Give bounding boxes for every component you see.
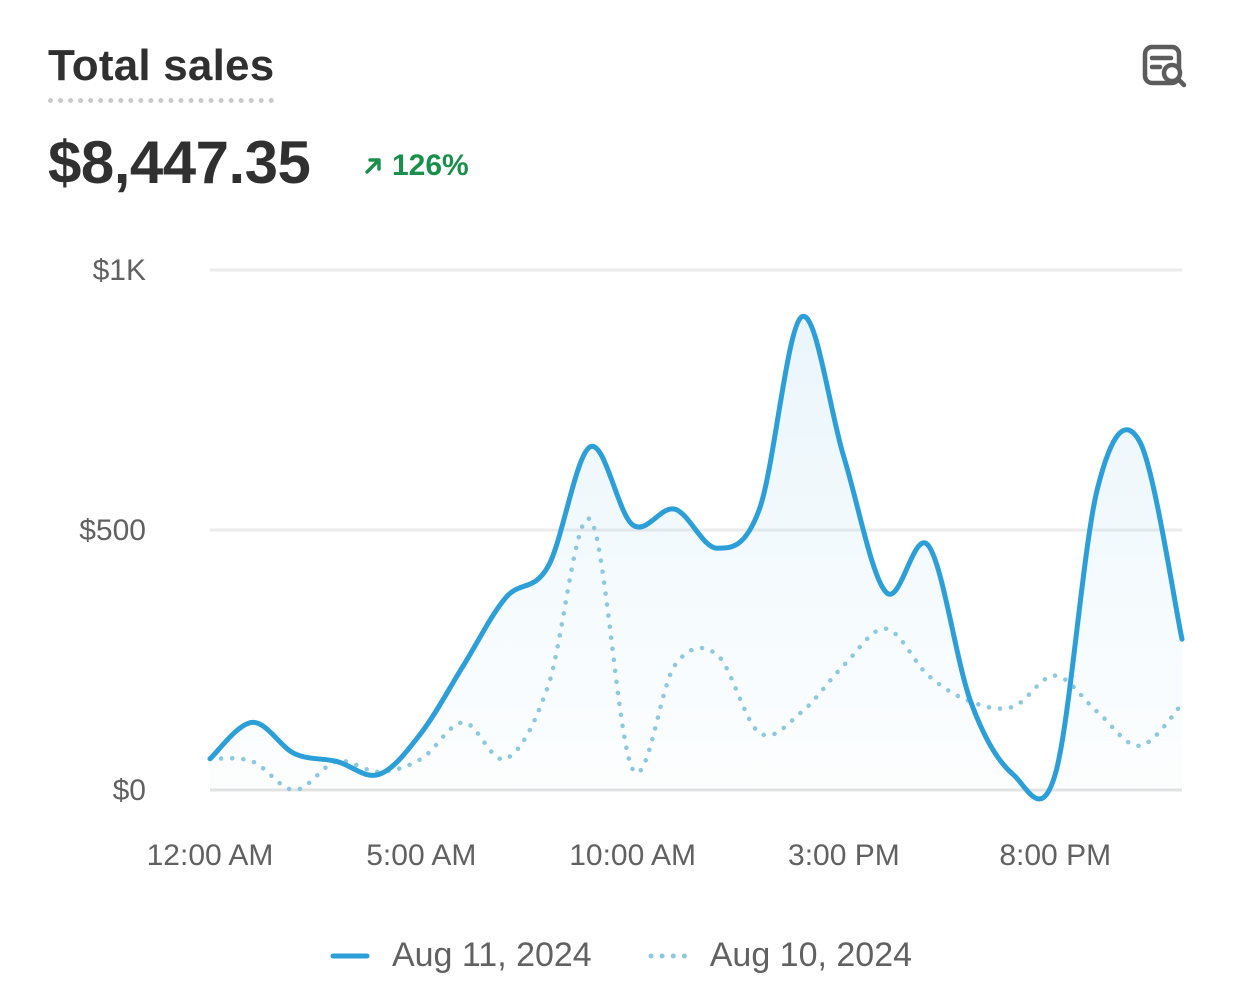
x-tick-label: 3:00 PM: [788, 839, 900, 872]
total-sales-value: $8,447.35: [48, 129, 311, 196]
chart-area: [210, 316, 1182, 800]
legend-item-comparison[interactable]: Aug 10, 2024: [648, 936, 912, 975]
change-percent: 126%: [392, 149, 469, 182]
change-badge: 126%: [362, 148, 469, 184]
series-area-fill: [210, 316, 1182, 800]
sales-line-chart[interactable]: $0 $500 $1K 12:00 AM 5:00 AM 10:00 AM 3:00 PM…: [0, 0, 1242, 910]
dotted-line-swatch-icon: [648, 953, 688, 958]
x-tick-label: 10:00 AM: [569, 839, 696, 872]
x-tick-label: 12:00 AM: [147, 839, 274, 872]
chart-legend: Aug 11, 2024 Aug 10, 2024: [0, 936, 1242, 975]
chart-series: [207, 314, 1185, 802]
card-title[interactable]: Total sales: [48, 40, 275, 103]
x-axis: 12:00 AM 5:00 AM 10:00 AM 3:00 PM 8:00 PM: [147, 839, 1111, 872]
series-line-current[interactable]: [207, 314, 1185, 802]
explore-data-button[interactable]: [1138, 40, 1190, 92]
explore-data-icon: [1142, 44, 1187, 88]
y-axis: $0 $500 $1K: [79, 254, 146, 807]
y-tick-label: $0: [113, 774, 146, 807]
y-tick-label: $1K: [93, 254, 146, 287]
solid-line-swatch-icon: [330, 953, 370, 958]
x-tick-label: 5:00 AM: [366, 839, 476, 872]
arrow-up-right-icon: [362, 155, 384, 177]
x-tick-label: 8:00 PM: [999, 839, 1111, 872]
legend-item-current[interactable]: Aug 11, 2024: [330, 936, 592, 975]
legend-label-comparison: Aug 10, 2024: [709, 936, 913, 974]
y-tick-label: $500: [79, 514, 146, 547]
legend-label-current: Aug 11, 2024: [391, 936, 592, 974]
